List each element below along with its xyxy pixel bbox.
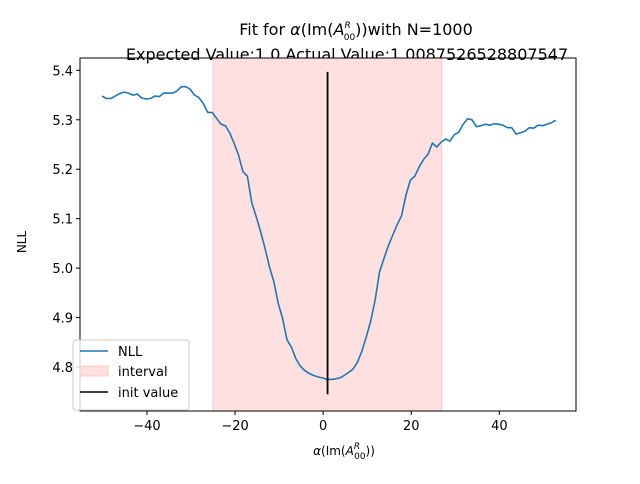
y-tick-label: 4.8 bbox=[52, 361, 73, 376]
legend-label-nll: NLL bbox=[118, 345, 143, 360]
legend-swatch-interval bbox=[79, 365, 109, 377]
legend: NLL interval init value bbox=[72, 339, 190, 411]
x-tick-label: −40 bbox=[133, 419, 160, 434]
y-axis-label: NLL bbox=[15, 231, 29, 254]
legend-label-init: init value bbox=[118, 386, 178, 401]
chart-title: Fit for α(Im(AR 00))with N=1000 bbox=[239, 20, 473, 43]
plot-area: −40 −20 0 20 40 4.8 4.9 5.0 5.1 5.2 5.3 5.4 bbox=[52, 57, 577, 434]
y-tick-label: 5.0 bbox=[52, 262, 73, 277]
x-tick-label: 0 bbox=[319, 419, 327, 434]
x-tick-label: 20 bbox=[403, 419, 420, 434]
x-tick-label: 40 bbox=[491, 419, 508, 434]
y-tick-label: 5.3 bbox=[52, 114, 73, 129]
series-line-nll bbox=[101, 85, 557, 381]
y-tick-label: 5.1 bbox=[52, 213, 73, 228]
y-tick-label: 5.2 bbox=[52, 163, 73, 178]
x-axis-label: α(Im(AR 00)) bbox=[313, 442, 375, 462]
legend-label-interval: interval bbox=[118, 365, 168, 380]
y-tick-label: 4.9 bbox=[52, 312, 73, 327]
y-tick-label: 5.4 bbox=[52, 64, 73, 79]
axes-frame bbox=[79, 57, 577, 412]
x-tick-label: −20 bbox=[221, 419, 248, 434]
